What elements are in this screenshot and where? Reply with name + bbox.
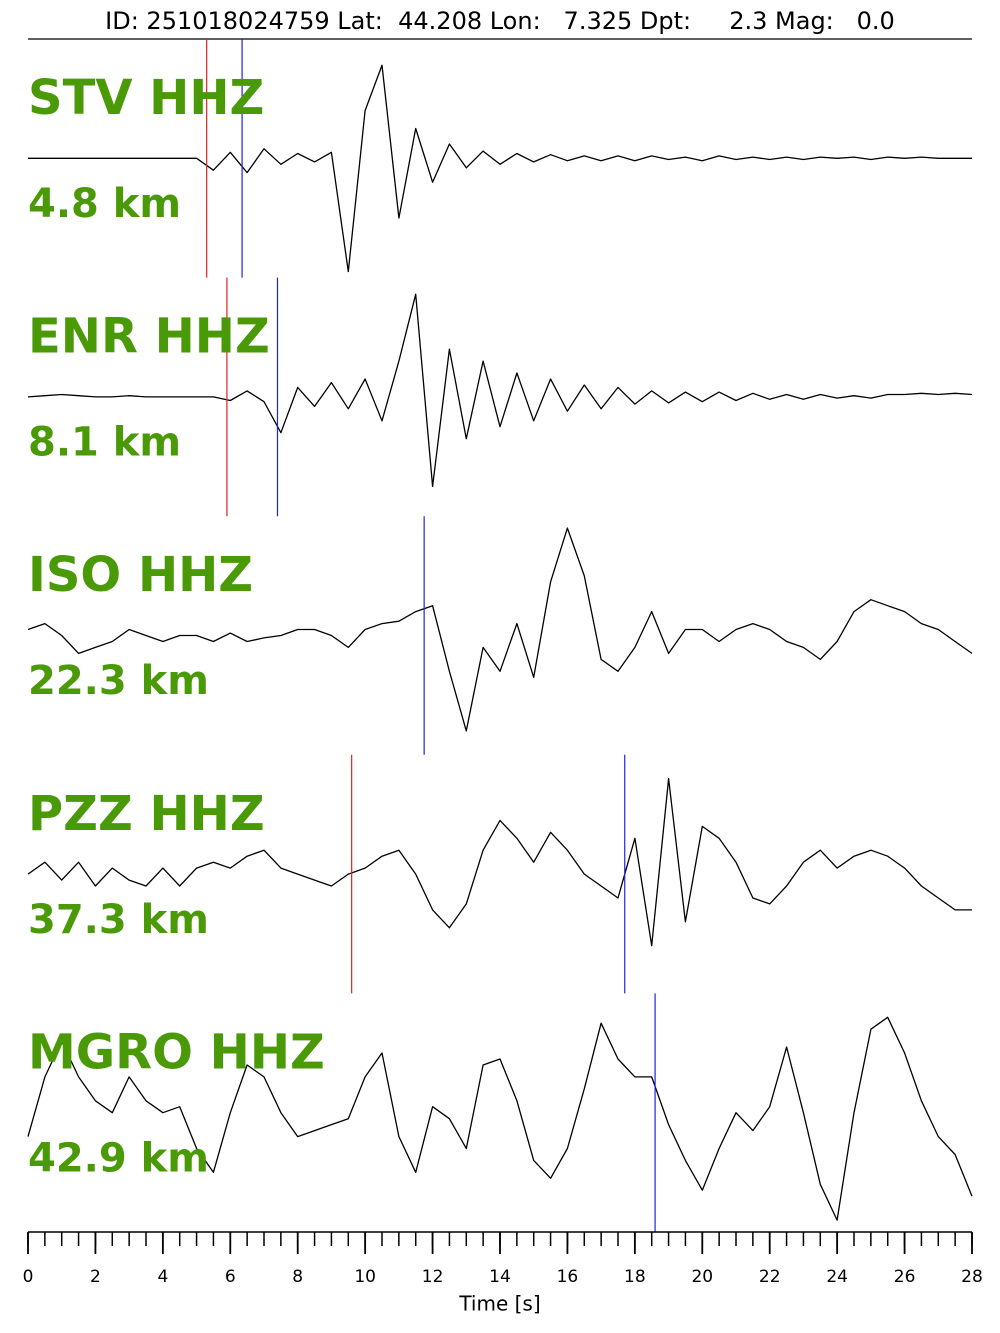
x-tick-label: 12: [422, 1267, 444, 1287]
waveform: [27, 293, 973, 488]
x-tick-label: 22: [759, 1267, 781, 1287]
x-tick-label: 0: [23, 1267, 34, 1287]
waveform: [27, 527, 973, 732]
x-tick-label: 28: [961, 1267, 983, 1287]
distance-label: 42.9 km: [28, 1135, 209, 1181]
station-label: ENR HHZ: [28, 309, 270, 365]
chart-title: ID: 251018024759 Lat: 44.208 Lon: 7.325 …: [105, 7, 895, 35]
waveform: [28, 64, 972, 273]
x-tick-label: 2: [90, 1267, 101, 1287]
x-axis-label: Time [s]: [458, 1292, 540, 1316]
station-label: STV HHZ: [28, 70, 264, 126]
x-tick-label: 10: [354, 1267, 376, 1287]
waveform: [27, 1016, 973, 1221]
x-tick-label: 20: [691, 1267, 713, 1287]
x-tick-label: 14: [489, 1267, 511, 1287]
station-label: PZZ HHZ: [28, 786, 265, 842]
waveform: [27, 778, 972, 947]
distance-label: 8.1 km: [28, 420, 181, 466]
station-label: ISO HHZ: [28, 547, 253, 603]
x-tick-label: 16: [557, 1267, 579, 1287]
x-tick-label: 24: [826, 1267, 848, 1287]
x-tick-label: 26: [894, 1267, 916, 1287]
x-tick-label: 8: [292, 1267, 303, 1287]
x-tick-label: 4: [157, 1267, 168, 1287]
station-label: MGRO HHZ: [28, 1024, 325, 1080]
distance-label: 37.3 km: [28, 897, 209, 943]
x-tick-label: 6: [225, 1267, 236, 1287]
distance-label: 4.8 km: [28, 181, 181, 227]
x-tick-label: 18: [624, 1267, 646, 1287]
distance-label: 22.3 km: [28, 658, 209, 704]
